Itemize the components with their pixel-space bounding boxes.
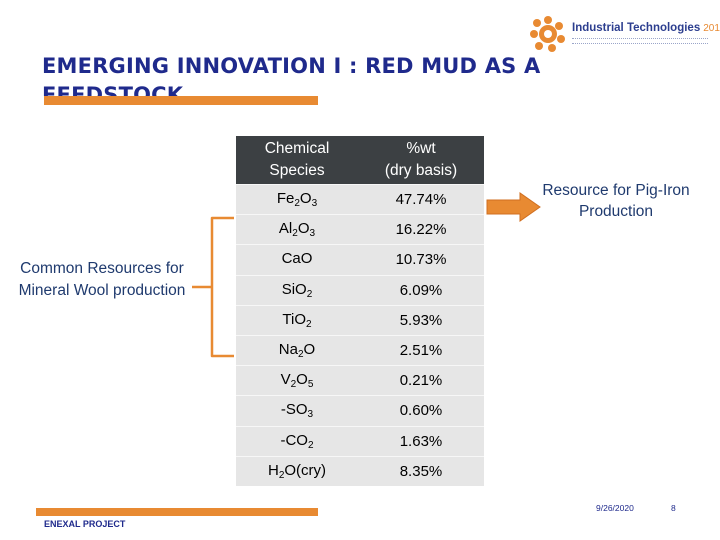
value-cell: 6.09% [358, 274, 484, 306]
page-number: 8 [671, 503, 676, 513]
table-header-row: Chemical Species %wt (dry basis) [236, 136, 484, 185]
species-cell: Al2O3 [236, 214, 358, 245]
table-row: -SO3 0.60% [236, 395, 484, 426]
logo-name-text: Industrial Technologies [572, 22, 701, 34]
logo-year: 2014 [703, 23, 720, 34]
species-cell: SiO2 [236, 274, 358, 306]
value-cell: 5.93% [358, 304, 484, 336]
table-row: Fe2O3 47.74% [236, 183, 484, 215]
species-cell: Fe2O3 [236, 183, 358, 215]
logo: Industrial Technologies2014 [528, 14, 720, 54]
value-cell: 0.60% [358, 395, 484, 426]
table-row: -CO2 1.63% [236, 425, 484, 457]
value-cell: 47.74% [358, 183, 484, 215]
header-line: Chemical [264, 140, 330, 157]
gear-leaf-logo-icon [530, 16, 565, 52]
species-cell: Na2O [236, 334, 358, 366]
footer-date: 9/26/2020 [596, 503, 634, 513]
table-row: SiO2 6.09% [236, 274, 484, 306]
bracket-icon [192, 216, 234, 358]
value-cell: 2.51% [358, 334, 484, 366]
table-row: V2O5 0.21% [236, 365, 484, 396]
header-line: (dry basis) [384, 162, 458, 179]
right-arrow-icon [486, 192, 541, 222]
footer-project: ENEXAL PROJECT [44, 519, 126, 529]
logo-tagline-decoration [572, 38, 708, 44]
table-row: CaO 10.73% [236, 244, 484, 276]
species-cell: -CO2 [236, 425, 358, 457]
value-cell: 16.22% [358, 214, 484, 245]
value-cell: 10.73% [358, 244, 484, 276]
header-line: %wt [406, 140, 436, 157]
species-cell: H2O(cry) [236, 455, 358, 486]
value-cell: 1.63% [358, 425, 484, 457]
logo-text: Industrial Technologies2014 [572, 22, 720, 34]
table-row: Na2O 2.51% [236, 334, 484, 366]
chemical-composition-table: Chemical Species %wt (dry basis) Fe2O3 4… [236, 136, 484, 486]
footer-bar [36, 508, 318, 516]
slide-title: EMERGING INNOVATION I : RED MUD AS A FEE… [42, 54, 541, 96]
header-line: Species [269, 162, 325, 179]
header-chemical-species: Chemical Species [236, 136, 358, 185]
species-cell: -SO3 [236, 395, 358, 426]
species-cell: CaO [236, 244, 358, 276]
mineral-wool-annotation: Common Resources for Mineral Wool produc… [18, 260, 186, 299]
pig-iron-annotation: Resource for Pig-Iron Production [542, 182, 690, 220]
table-row: TiO2 5.93% [236, 304, 484, 336]
value-cell: 0.21% [358, 365, 484, 396]
species-cell: TiO2 [236, 304, 358, 336]
value-cell: 8.35% [358, 455, 484, 486]
table-row: Al2O3 16.22% [236, 214, 484, 245]
table-row: H2O(cry) 8.35% [236, 455, 484, 486]
header-wt-percent: %wt (dry basis) [358, 136, 484, 185]
species-cell: V2O5 [236, 365, 358, 396]
title-underline-bar [44, 96, 318, 105]
